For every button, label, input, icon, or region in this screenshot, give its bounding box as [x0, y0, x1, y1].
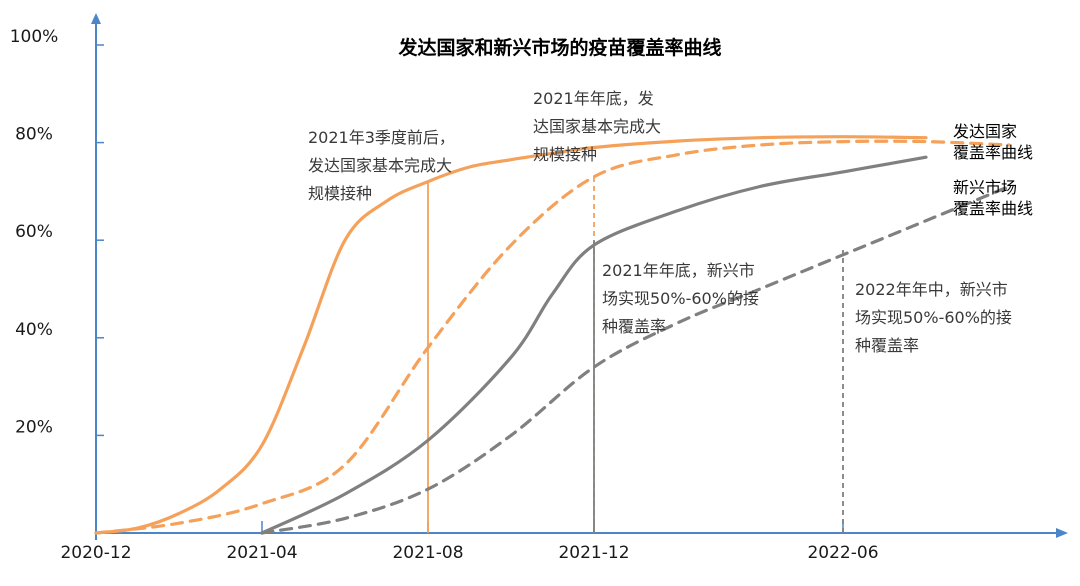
- tick-labels: 100% 80% 60% 40% 20% 2020-12 2021-04 2021-08 202…: [10, 27, 879, 563]
- annotation-line: 2022年年中，新兴市: [855, 280, 1008, 299]
- annotation-line: 2021年年底，发: [533, 89, 654, 108]
- legend-line: 发达国家: [953, 122, 1017, 141]
- legend-line: 覆盖率曲线: [953, 199, 1033, 218]
- x-axis-arrow: [1056, 528, 1068, 538]
- annotation-text: 2021年年底，新兴市场实现50%-60%的接种覆盖率: [602, 261, 759, 336]
- annotation-line: 种覆盖率: [602, 317, 666, 336]
- annotation-line: 2021年年底，新兴市: [602, 261, 755, 280]
- annotation-line: 规模接种: [533, 145, 597, 164]
- annotation-line: 规模接种: [308, 184, 372, 203]
- annotation-line: 2021年3季度前后，: [308, 128, 455, 147]
- chart-title: 发达国家和新兴市场的疫苗覆盖率曲线: [397, 36, 721, 59]
- series-lines: [94, 135, 1011, 535]
- legend-label: 新兴市场覆盖率曲线: [953, 178, 1033, 218]
- legend-line: 覆盖率曲线: [953, 143, 1033, 162]
- x-tick-label: 2021-08: [392, 543, 463, 563]
- y-tick-label: 80%: [15, 125, 53, 145]
- annotations: 2021年3季度前后，发达国家基本完成大规模接种2021年年底，发达国家基本完成…: [308, 89, 1012, 355]
- x-tick-label: 2021-04: [226, 543, 297, 563]
- annotation-text: 2021年3季度前后， 发达国家基本完成大规模接种: [308, 128, 455, 203]
- annotation-line: 发达国家基本完成大: [308, 156, 452, 175]
- developed-expected-line: [94, 139, 1011, 535]
- y-tick-label: 40%: [15, 320, 53, 340]
- emerging-actual-line: [260, 155, 928, 535]
- annotation-line: 达国家基本完成大: [533, 117, 661, 136]
- annotation-line: 场实现50%-60%的接: [602, 289, 759, 308]
- annotation-line: 种覆盖率: [855, 336, 919, 355]
- y-tick-label: 20%: [15, 417, 53, 437]
- annotation-text: 2021年年底，发达国家基本完成大规模接种: [533, 89, 661, 164]
- y-tick-label: 100%: [10, 27, 59, 47]
- marker-lines: [427, 176, 844, 533]
- x-tick-label: 2020-12: [60, 543, 131, 563]
- y-tick-label: 60%: [15, 222, 53, 242]
- x-tick-label: 2022-06: [807, 543, 878, 563]
- y-axis-arrow: [91, 13, 101, 24]
- emerging-expected-line: [260, 184, 1011, 535]
- annotation-line: 场实现50%-60%的接: [855, 308, 1012, 327]
- legend-line: 新兴市场: [953, 178, 1017, 197]
- developed-actual-line: [94, 135, 928, 535]
- annotation-text: 2022年年中，新兴市场实现50%-60%的接种覆盖率: [855, 280, 1012, 355]
- legend-label: 发达国家覆盖率曲线: [953, 122, 1033, 162]
- x-tick-label: 2021-12: [558, 543, 629, 563]
